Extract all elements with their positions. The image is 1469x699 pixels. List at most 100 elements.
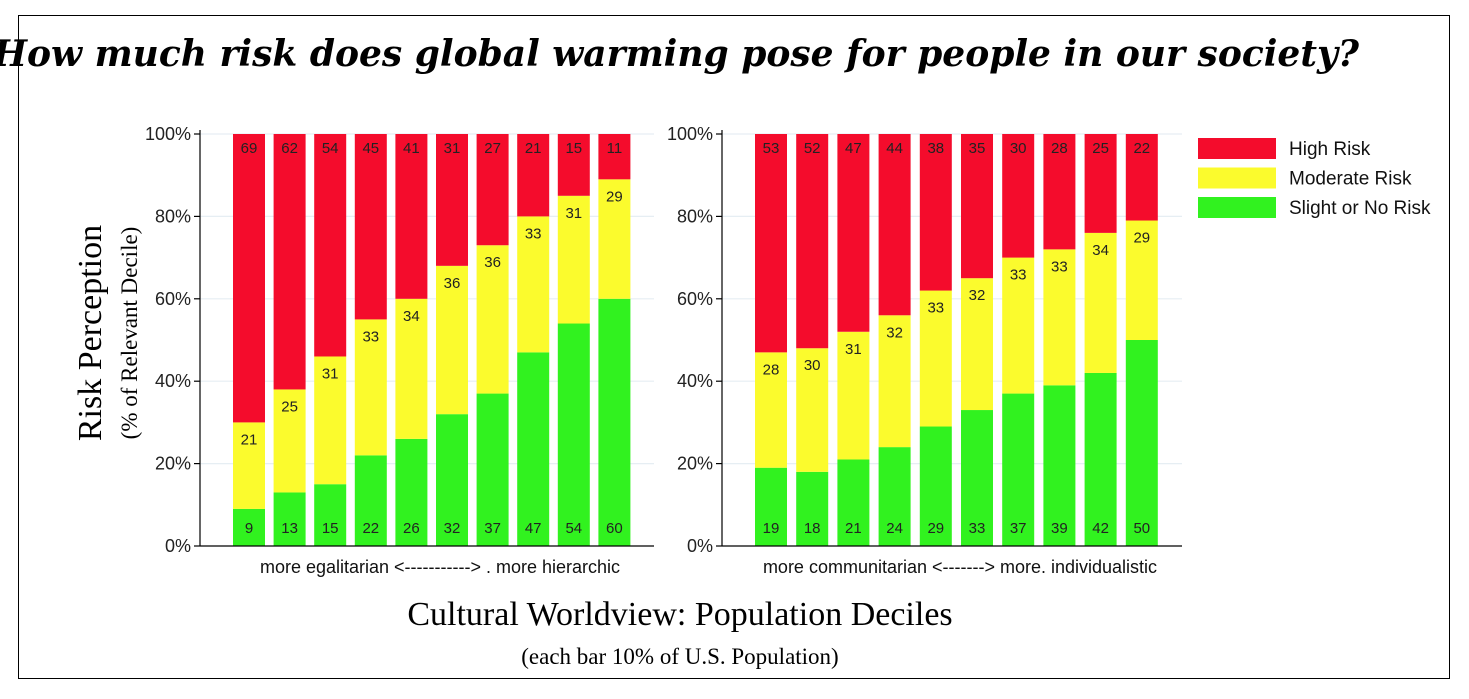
data-label: 32 [969,287,986,304]
legend-swatch [1198,138,1276,159]
y-tick-label: 40% [155,371,191,391]
data-label: 30 [804,357,821,374]
data-label: 62 [281,140,298,157]
bar-segment [837,331,870,460]
y-tick-label: 100% [667,124,713,144]
bar-segment [557,323,590,546]
data-label: 22 [1133,140,1150,157]
y-axis-title: Risk Perception [72,225,109,441]
bar-segment [1125,340,1158,546]
bar-segment [395,134,428,299]
bar-segment [1002,257,1035,394]
data-label: 33 [1051,258,1068,275]
bar-segment [354,134,387,320]
y-tick-label: 100% [145,124,191,144]
y-tick-label: 80% [155,206,191,226]
data-label: 33 [969,520,986,537]
bar-segment [1043,385,1076,546]
bar-segment [837,459,870,546]
data-label: 34 [1092,242,1109,259]
data-label: 34 [403,308,420,325]
bar-segment [1084,372,1117,546]
data-label: 47 [845,140,862,157]
bar-segment [755,467,787,546]
data-label: 15 [322,520,339,537]
bar-segment [517,352,550,546]
panel-1: 9 21 69 13 25 62 15 31 54 22 33 45 26 34 41 32 36 31 37 36 2… [145,124,654,577]
data-label: 47 [525,520,542,537]
bar-segment [273,134,306,390]
data-label: 31 [444,140,461,157]
bar-segment [796,348,829,472]
chart-panels: 9 21 69 13 25 62 15 31 54 22 33 45 26 34 41 32 36 31 37 36 2… [145,124,1182,577]
data-label: 21 [845,520,862,537]
x-axis-caption: more egalitarian <-----------> . more hi… [260,557,620,577]
data-label: 11 [607,140,623,157]
data-label: 54 [565,520,582,537]
legend-label: High Risk [1289,139,1371,160]
data-label: 31 [845,341,862,358]
data-label: 13 [281,520,298,537]
data-label: 33 [1010,267,1027,284]
x-axis-caption: more communitarian <-------> more. indiv… [763,557,1157,577]
data-label: 36 [444,275,461,292]
data-label: 28 [763,361,780,378]
chart-legend: High Risk Moderate Risk Slight or No Risk [1198,138,1431,219]
data-label: 30 [1010,140,1027,157]
data-label: 29 [927,520,944,537]
x-axis-subtitle: (each bar 10% of U.S. Population) [521,644,838,669]
bar-segment [557,195,590,324]
bar-segment [1125,134,1158,221]
data-label: 29 [1133,230,1150,247]
data-label: 52 [804,140,821,157]
y-tick-label: 40% [677,371,713,391]
bar-segment [314,356,347,485]
data-label: 35 [969,140,986,157]
data-label: 25 [281,398,298,415]
data-label: 39 [1051,520,1068,537]
data-label: 9 [245,520,253,537]
bar-segment [233,508,265,546]
data-label: 32 [444,520,461,537]
bar-segment [755,352,787,468]
data-label: 41 [403,140,420,157]
data-label: 42 [1092,520,1109,537]
data-label: 27 [484,140,501,157]
bar-segment [755,134,787,353]
data-label: 15 [565,140,582,157]
bar-segment [314,134,347,357]
panel-2: 19 28 53 18 30 52 21 31 47 24 32 44 29 33 38 33 32 35 37 33… [667,124,1182,577]
data-label: 18 [804,520,821,537]
data-label: 24 [886,520,903,537]
y-tick-label: 60% [155,289,191,309]
data-label: 37 [1010,520,1027,537]
bar-segment [919,134,952,291]
bar-segment [837,134,870,332]
data-label: 21 [241,431,258,448]
data-label: 38 [927,140,944,157]
data-label: 37 [484,520,501,537]
bar-segment [233,134,265,423]
bar-segment [919,290,952,427]
bar-segment [436,134,468,266]
data-label: 19 [763,520,780,537]
x-axis-title: Cultural Worldview: Population Deciles [407,596,952,633]
data-label: 21 [525,140,542,157]
data-label: 22 [362,520,379,537]
legend-label: Moderate Risk [1289,169,1412,190]
bar-segment [436,265,468,415]
data-label: 53 [763,140,780,157]
legend-swatch [1198,197,1276,218]
bar-segment [395,438,428,546]
y-tick-label: 20% [677,454,713,474]
data-label: 32 [886,324,903,341]
bar-segment [1002,393,1035,546]
bar-segment [557,134,590,196]
data-label: 31 [322,365,339,382]
bar-segment [476,134,509,246]
bar-segment [1043,249,1076,386]
data-label: 33 [927,300,944,317]
legend-label: Slight or No Risk [1289,198,1431,219]
bar-segment [878,315,911,448]
